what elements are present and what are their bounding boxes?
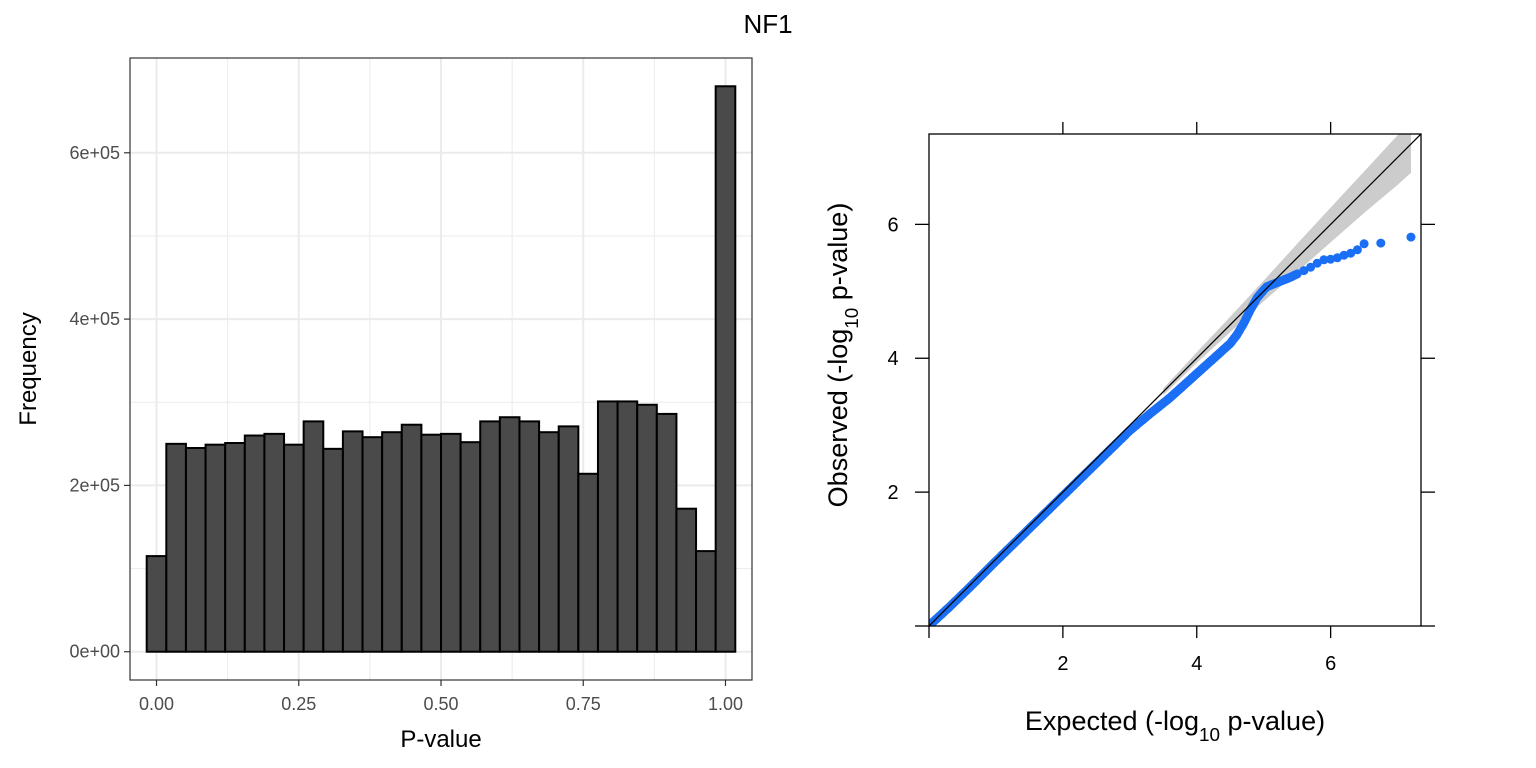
histogram-bar — [243, 434, 266, 653]
histogram-bar — [224, 442, 246, 653]
histogram-bar — [400, 423, 423, 653]
qq-point — [1292, 269, 1302, 279]
qq-point — [1299, 266, 1309, 276]
histogram-bar — [616, 400, 639, 653]
histogram-bar — [204, 443, 227, 653]
histogram-bar — [675, 507, 698, 653]
histogram-bar — [498, 416, 521, 653]
histogram-bar — [361, 436, 384, 653]
histogram-bar — [381, 431, 403, 653]
histogram-bar — [714, 85, 737, 653]
qq-point — [1312, 258, 1322, 268]
x-tick-label: 0.25 — [281, 694, 316, 714]
x-axis-label: P-value — [400, 726, 481, 753]
qq-point — [1326, 254, 1336, 264]
x-tick-label: 6 — [1325, 653, 1336, 675]
x-tick-label: 2 — [1057, 653, 1068, 675]
histogram-bar — [479, 420, 501, 653]
histogram-bar — [695, 550, 717, 653]
histogram-bar — [557, 425, 580, 653]
histogram-bar — [518, 420, 541, 653]
qq-plot-area — [929, 134, 1421, 626]
y-tick-label: 4e+05 — [69, 309, 120, 329]
histogram-bar — [459, 441, 482, 653]
histogram-bar — [283, 443, 305, 653]
y-tick-label: 4 — [887, 348, 898, 370]
qq-point — [1406, 232, 1416, 242]
histogram-bars — [145, 85, 737, 653]
histogram-bar — [596, 400, 619, 653]
histogram-bar — [538, 431, 560, 653]
histogram-bar — [636, 403, 658, 653]
qq-point — [1352, 245, 1362, 255]
x-tick-label: 0.00 — [139, 694, 174, 714]
y-axis-label: Observed (-log10 p-value) — [823, 203, 863, 508]
histogram-bar — [302, 420, 325, 653]
histogram-bar — [145, 555, 168, 653]
qq-plot-panel: 2 4 6 2 4 6 Expected (-log10 p-value) Observed … — [823, 122, 1435, 746]
identity-line — [929, 134, 1421, 626]
y-tick-label: 2 — [887, 482, 898, 504]
qq-points — [929, 232, 1416, 626]
x-tick-label: 1.00 — [708, 694, 743, 714]
qq-point — [1376, 238, 1386, 248]
x-axis-label: Expected (-log10 p-value) — [1025, 706, 1325, 746]
y-tick-label: 6 — [887, 214, 898, 236]
x-tick-label: 4 — [1191, 653, 1202, 675]
histogram-bar — [341, 430, 364, 653]
qq-point — [1319, 255, 1329, 265]
histogram-bar — [263, 432, 286, 653]
qq-point — [1346, 248, 1356, 258]
histogram-bar — [577, 472, 599, 653]
x-tick-label: 0.50 — [423, 694, 458, 714]
qq-point — [1306, 262, 1316, 272]
x-tick-label: 0.75 — [566, 694, 601, 714]
y-tick-label: 6e+05 — [69, 143, 120, 163]
y-tick-label: 2e+05 — [69, 475, 120, 495]
y-tick-label: 0e+00 — [69, 642, 120, 662]
histogram-bar — [440, 432, 462, 653]
histogram-bar — [322, 447, 344, 653]
qq-point — [1359, 239, 1369, 249]
y-axis-label: Frequency — [15, 312, 42, 425]
histogram-bar — [655, 412, 678, 653]
figure-title: NF1 — [743, 9, 792, 39]
qq-panel-border — [928, 133, 1422, 627]
histogram-bar — [165, 442, 187, 653]
histogram-bar — [184, 446, 207, 653]
histogram-bar — [420, 433, 443, 653]
histogram-panel: 0.00 0.25 0.50 0.75 1.00 0e+00 2e+05 4e+05 6e+05… — [15, 57, 753, 753]
